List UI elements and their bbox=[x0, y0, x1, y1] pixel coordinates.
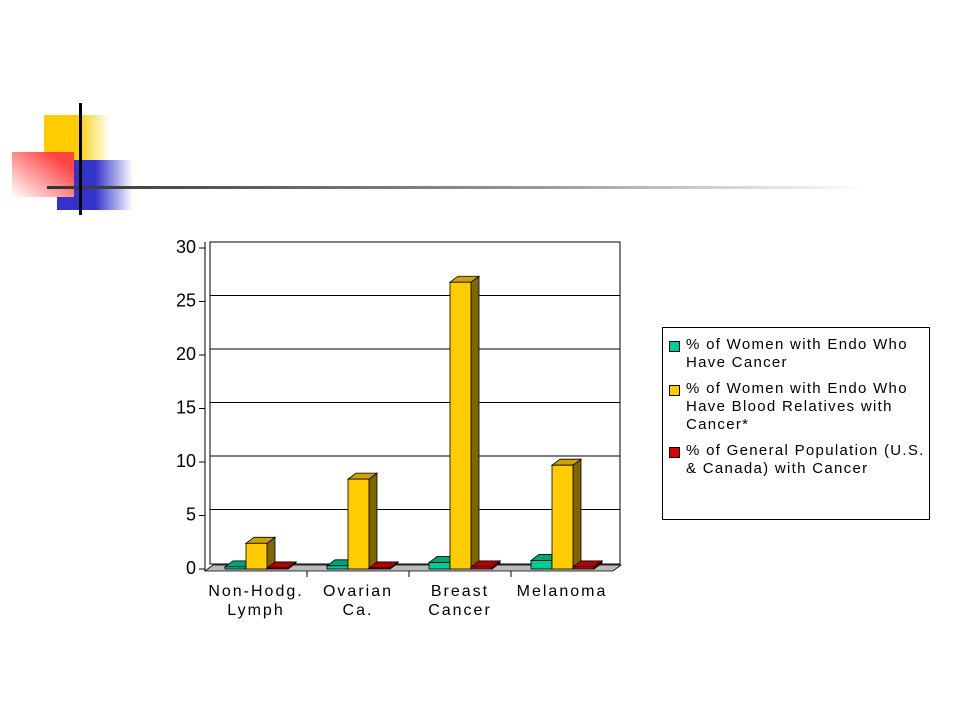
legend-label: % of Women with Endo Who Have Cancer bbox=[686, 336, 908, 371]
bar-front bbox=[428, 562, 451, 570]
bar-front bbox=[449, 281, 472, 570]
legend-item: % of Women with Endo Who Have Blood Rela… bbox=[669, 380, 925, 434]
y-tick-label: 30 bbox=[176, 237, 196, 257]
bar-front bbox=[368, 567, 391, 570]
y-tick-label: 5 bbox=[186, 504, 196, 524]
bar-front bbox=[245, 542, 268, 570]
x-tick-label: Breast Cancer bbox=[428, 583, 492, 619]
bar bbox=[469, 560, 502, 570]
legend-label: % of Women with Endo Who Have Blood Rela… bbox=[686, 380, 908, 433]
y-tick-label: 15 bbox=[176, 397, 196, 417]
bar bbox=[265, 561, 298, 570]
bar-front bbox=[224, 566, 247, 570]
logo bbox=[12, 103, 867, 215]
x-tick-label: Non-Hodg. Lymph bbox=[208, 583, 304, 619]
y-tick-label: 25 bbox=[176, 290, 196, 310]
legend-label: % of General Population (U.S. & Canada) … bbox=[686, 442, 925, 477]
bar-front bbox=[266, 567, 289, 570]
legend-item: % of General Population (U.S. & Canada) … bbox=[669, 442, 925, 478]
bar-front bbox=[347, 478, 370, 570]
bar-side bbox=[572, 458, 582, 570]
bar bbox=[346, 472, 379, 570]
x-tick-label: Melanoma bbox=[516, 583, 608, 600]
bar-front bbox=[572, 566, 595, 570]
bar-side bbox=[470, 275, 480, 570]
legend-item: % of Women with Endo Who Have Cancer bbox=[669, 336, 925, 372]
legend-swatch bbox=[669, 447, 680, 458]
bar-front bbox=[326, 565, 349, 570]
bar-front bbox=[551, 464, 574, 570]
x-tick-label: Ovarian Ca. bbox=[322, 583, 394, 619]
bar bbox=[367, 561, 400, 570]
bar-side bbox=[368, 472, 378, 570]
bar-front bbox=[470, 566, 493, 570]
y-tick-label: 0 bbox=[186, 558, 196, 578]
bar bbox=[448, 275, 481, 570]
bar bbox=[244, 536, 277, 570]
y-tick-label: 10 bbox=[176, 451, 196, 471]
bar-front bbox=[530, 560, 553, 570]
y-tick-label: 20 bbox=[176, 344, 196, 364]
legend: % of Women with Endo Who Have Cancer % of… bbox=[662, 327, 930, 520]
bar bbox=[550, 458, 583, 570]
legend-swatch bbox=[669, 385, 680, 396]
legend-swatch bbox=[669, 341, 680, 352]
bar bbox=[571, 560, 604, 570]
